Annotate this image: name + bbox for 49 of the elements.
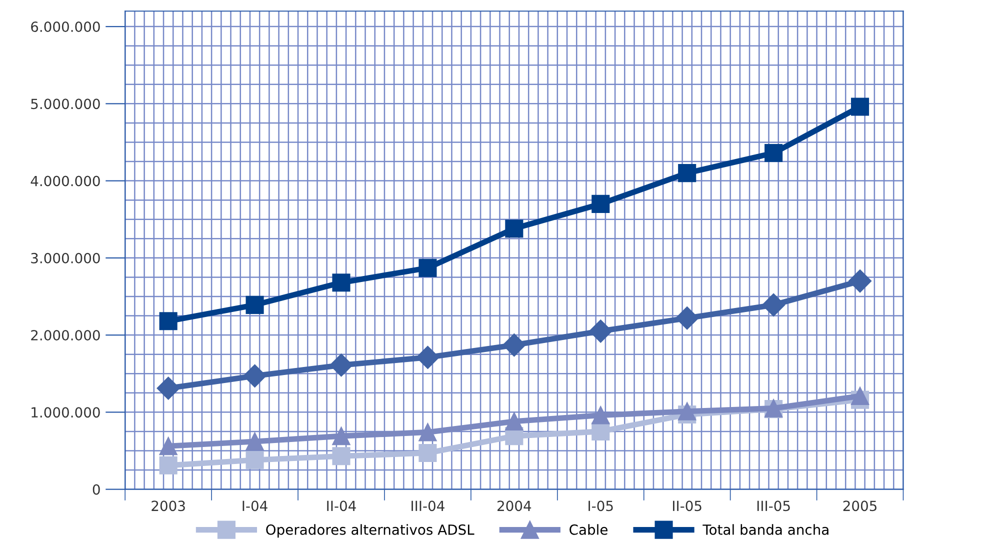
legend-label: Total banda ancha <box>702 524 828 535</box>
point <box>418 258 437 277</box>
y-tick-label: 2.000.000 <box>31 330 100 341</box>
y-tick-label: 0 <box>92 484 100 495</box>
x-tick-label: I-04 <box>242 500 268 512</box>
point <box>592 406 610 424</box>
point <box>159 437 178 456</box>
point <box>592 194 610 213</box>
y-tick-label: 4.000.000 <box>30 176 100 186</box>
x-tick-label: 2005 <box>843 500 876 512</box>
point <box>332 427 350 446</box>
y-tick-label: 6.000.000 <box>31 22 100 32</box>
point <box>678 164 696 182</box>
point <box>246 432 264 450</box>
point <box>762 293 786 316</box>
x-tick-label: 2003 <box>152 500 185 512</box>
point <box>676 306 699 330</box>
y-tick-label: 1.000.000 <box>32 407 100 418</box>
point <box>416 346 440 369</box>
point <box>848 270 872 293</box>
point <box>243 364 266 388</box>
point <box>418 423 437 442</box>
y-tick-label: 3.000.000 <box>31 252 100 264</box>
point <box>418 444 437 462</box>
point <box>850 386 870 405</box>
x-tick-label: II-04 <box>327 500 356 512</box>
x-tick-label: II-05 <box>673 500 702 512</box>
point <box>246 450 264 469</box>
point <box>156 376 180 400</box>
point <box>159 312 178 330</box>
point <box>246 296 264 314</box>
x-tick-label: I-05 <box>588 500 613 512</box>
point <box>332 274 350 292</box>
point <box>330 354 353 377</box>
point <box>159 456 178 474</box>
point <box>850 98 870 116</box>
point <box>678 402 696 420</box>
x-tick-label: III-05 <box>757 500 790 512</box>
x-tick-label: 2004 <box>498 500 532 512</box>
point <box>505 220 524 238</box>
point <box>332 447 350 466</box>
legend-label: Cable <box>570 524 608 535</box>
point <box>589 320 612 343</box>
legend-label: Operadores alternativos ADSL <box>266 524 474 538</box>
y-tick-label: 5.000.000 <box>31 98 100 110</box>
point <box>505 412 524 430</box>
x-tick-label: III-04 <box>412 500 444 512</box>
point <box>502 334 526 357</box>
point <box>764 144 783 162</box>
